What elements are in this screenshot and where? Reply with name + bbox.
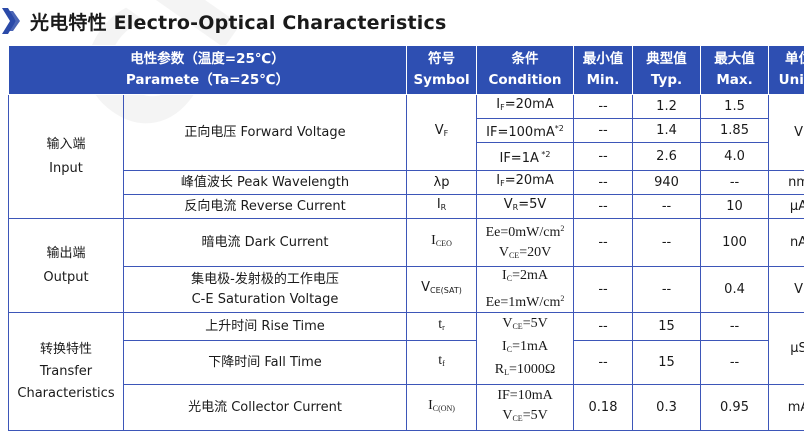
param-fall-time: 下降时间 Fall Time — [122, 340, 408, 385]
group-output: 输出端 Output — [8, 218, 124, 313]
cell-min: -- — [573, 194, 634, 219]
cell-max: 100 — [700, 218, 770, 267]
cell-max: 1.85 — [700, 118, 770, 143]
header-min: 最小值 Min. — [573, 45, 634, 95]
cell-typ: 15 — [632, 340, 702, 385]
cond-vr-5v: VR=5V — [476, 194, 575, 219]
table-row: IF=1A *2 -- 2.6 4.0 — [9, 142, 804, 171]
cell-max: -- — [700, 170, 770, 195]
table-row: 下降时间 Fall Time tf -- 15 -- — [9, 340, 804, 385]
cell-max: 1.5 — [700, 94, 770, 119]
cond-if-20ma: IF=20mA — [476, 94, 575, 119]
symbol-tr: tr — [406, 312, 478, 341]
header-symbol: 符号 Symbol — [406, 45, 478, 95]
cond-if-1a: IF=1A *2 — [476, 142, 575, 171]
symbol-tf: tf — [406, 340, 478, 385]
cell-min: -- — [573, 266, 634, 313]
param-forward-voltage: 正向电压 Forward Voltage — [122, 94, 408, 171]
cell-min: -- — [573, 170, 634, 195]
cell-typ: -- — [632, 194, 702, 219]
symbol-vce-sat: VCE(SAT) — [406, 266, 478, 313]
cond-dark-current: Ee=0mW/cm2 VCE=20V — [476, 218, 575, 267]
cell-min: -- — [573, 142, 634, 171]
header-units: 单位Units — [768, 45, 804, 95]
cell-unit: μS — [768, 312, 804, 385]
table-row: IF=100mA*2 -- 1.4 1.85 — [9, 118, 804, 143]
cell-typ: 0.3 — [632, 384, 702, 431]
table-row: 转换特性 Transfer Characteristics 上升时间 Rise … — [8, 312, 804, 431]
section-title-bar: 光电特性 Electro-Optical Characteristics — [2, 4, 446, 38]
param-saturation-voltage: 集电极-发射极的工作电压 C-E Saturation Voltage — [122, 266, 408, 313]
cell-max: 10 — [700, 194, 770, 219]
group-input: 输入端 Input — [8, 94, 124, 219]
cell-max: 4.0 — [700, 142, 770, 171]
table-row: 光电流 Collector Current IC(ON) IF=10mA VCE… — [9, 384, 804, 431]
header-max: 最大值 Max. — [700, 45, 770, 95]
group-transfer: 转换特性 Transfer Characteristics — [8, 312, 124, 431]
cell-typ: -- — [632, 218, 702, 267]
param-dark-current: 暗电流 Dark Current — [122, 218, 408, 267]
cell-max: -- — [700, 340, 770, 385]
cell-unit: nA — [768, 218, 804, 267]
symbol-lambda-p: λp — [406, 170, 478, 195]
param-rise-time: 上升时间 Rise Time — [122, 312, 408, 341]
symbol-ic-on: IC(ON) — [406, 384, 478, 431]
cell-min: -- — [573, 312, 634, 341]
cell-unit: nm — [768, 170, 804, 195]
cell-min: -- — [573, 94, 634, 119]
cell-typ: 15 — [632, 312, 702, 341]
section-title: 光电特性 Electro-Optical Characteristics — [30, 11, 447, 34]
header-typ: 典型值 Typ. — [632, 45, 702, 95]
electro-optical-table: 电性参数（温度=25℃） Paramete（Ta=25℃） 符号 Symbol 条件… — [7, 45, 804, 431]
param-reverse-current: 反向电流 Reverse Current — [122, 194, 408, 219]
cell-min: -- — [573, 118, 634, 143]
param-peak-wavelength: 峰值波长 Peak Wavelength — [122, 170, 408, 195]
cell-min: -- — [573, 340, 634, 385]
table-row: 输入端 Input 正向电压 Forward Voltage VF IF=20mA… — [8, 94, 804, 219]
cond-if-100ma: IF=100mA*2 — [476, 118, 575, 143]
table-row: 输出端 Output 暗电流 Dark Current ICEO Ee=0mW/c… — [8, 218, 804, 313]
header-row: 电性参数（温度=25℃） Paramete（Ta=25℃） 符号 Symbol 条件… — [7, 45, 804, 95]
table-row: 峰值波长 Peak Wavelength λp IF=20mA -- 940 -… — [9, 170, 804, 195]
param-collector-current: 光电流 Collector Current — [122, 384, 408, 431]
cell-typ: 1.2 — [632, 94, 702, 119]
cell-unit: μA — [768, 194, 804, 219]
cond-switching: VCE=5V IC=1mA RL=1000Ω — [476, 312, 575, 385]
cell-unit: mA — [768, 384, 804, 431]
double-chevron-right-icon — [2, 8, 20, 34]
cell-min: -- — [573, 218, 634, 267]
table-row: 集电极-发射极的工作电压 C-E Saturation Voltage VCE(S… — [9, 266, 804, 313]
cond-collector-current: IF=10mA VCE=5V — [476, 384, 575, 431]
table-row: 反向电流 Reverse Current IR VR=5V -- -- 10 μ… — [9, 194, 804, 219]
symbol-vf: VF — [406, 94, 478, 171]
symbol-iceo: ICEO — [406, 218, 478, 267]
cond-saturation: IC=2mA Ee=1mW/cm2 — [476, 266, 575, 313]
cell-unit: V — [768, 94, 804, 171]
cell-max: -- — [700, 312, 770, 341]
symbol-ir: IR — [406, 194, 478, 219]
cond-if-20ma: IF=20mA — [476, 170, 575, 195]
cell-min: 0.18 — [573, 384, 634, 431]
header-condition: 条件 Condition — [476, 45, 575, 95]
cell-typ: -- — [632, 266, 702, 313]
cell-max: 0.4 — [700, 266, 770, 313]
cell-typ: 940 — [632, 170, 702, 195]
header-parameter: 电性参数（温度=25℃） Paramete（Ta=25℃） — [7, 45, 408, 95]
cell-typ: 2.6 — [632, 142, 702, 171]
cell-max: 0.95 — [700, 384, 770, 431]
cell-unit: V — [768, 266, 804, 313]
cell-typ: 1.4 — [632, 118, 702, 143]
